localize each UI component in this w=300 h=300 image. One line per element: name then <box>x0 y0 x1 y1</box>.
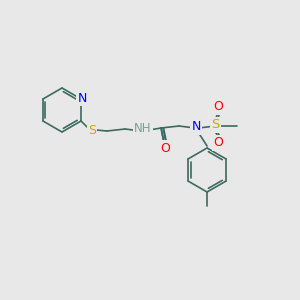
Text: O: O <box>213 100 223 113</box>
Text: S: S <box>211 118 219 131</box>
Text: O: O <box>213 136 223 149</box>
Text: N: N <box>191 121 201 134</box>
Text: O: O <box>160 142 170 154</box>
Text: N: N <box>77 92 87 104</box>
Text: NH: NH <box>134 122 152 136</box>
Text: S: S <box>88 124 96 136</box>
